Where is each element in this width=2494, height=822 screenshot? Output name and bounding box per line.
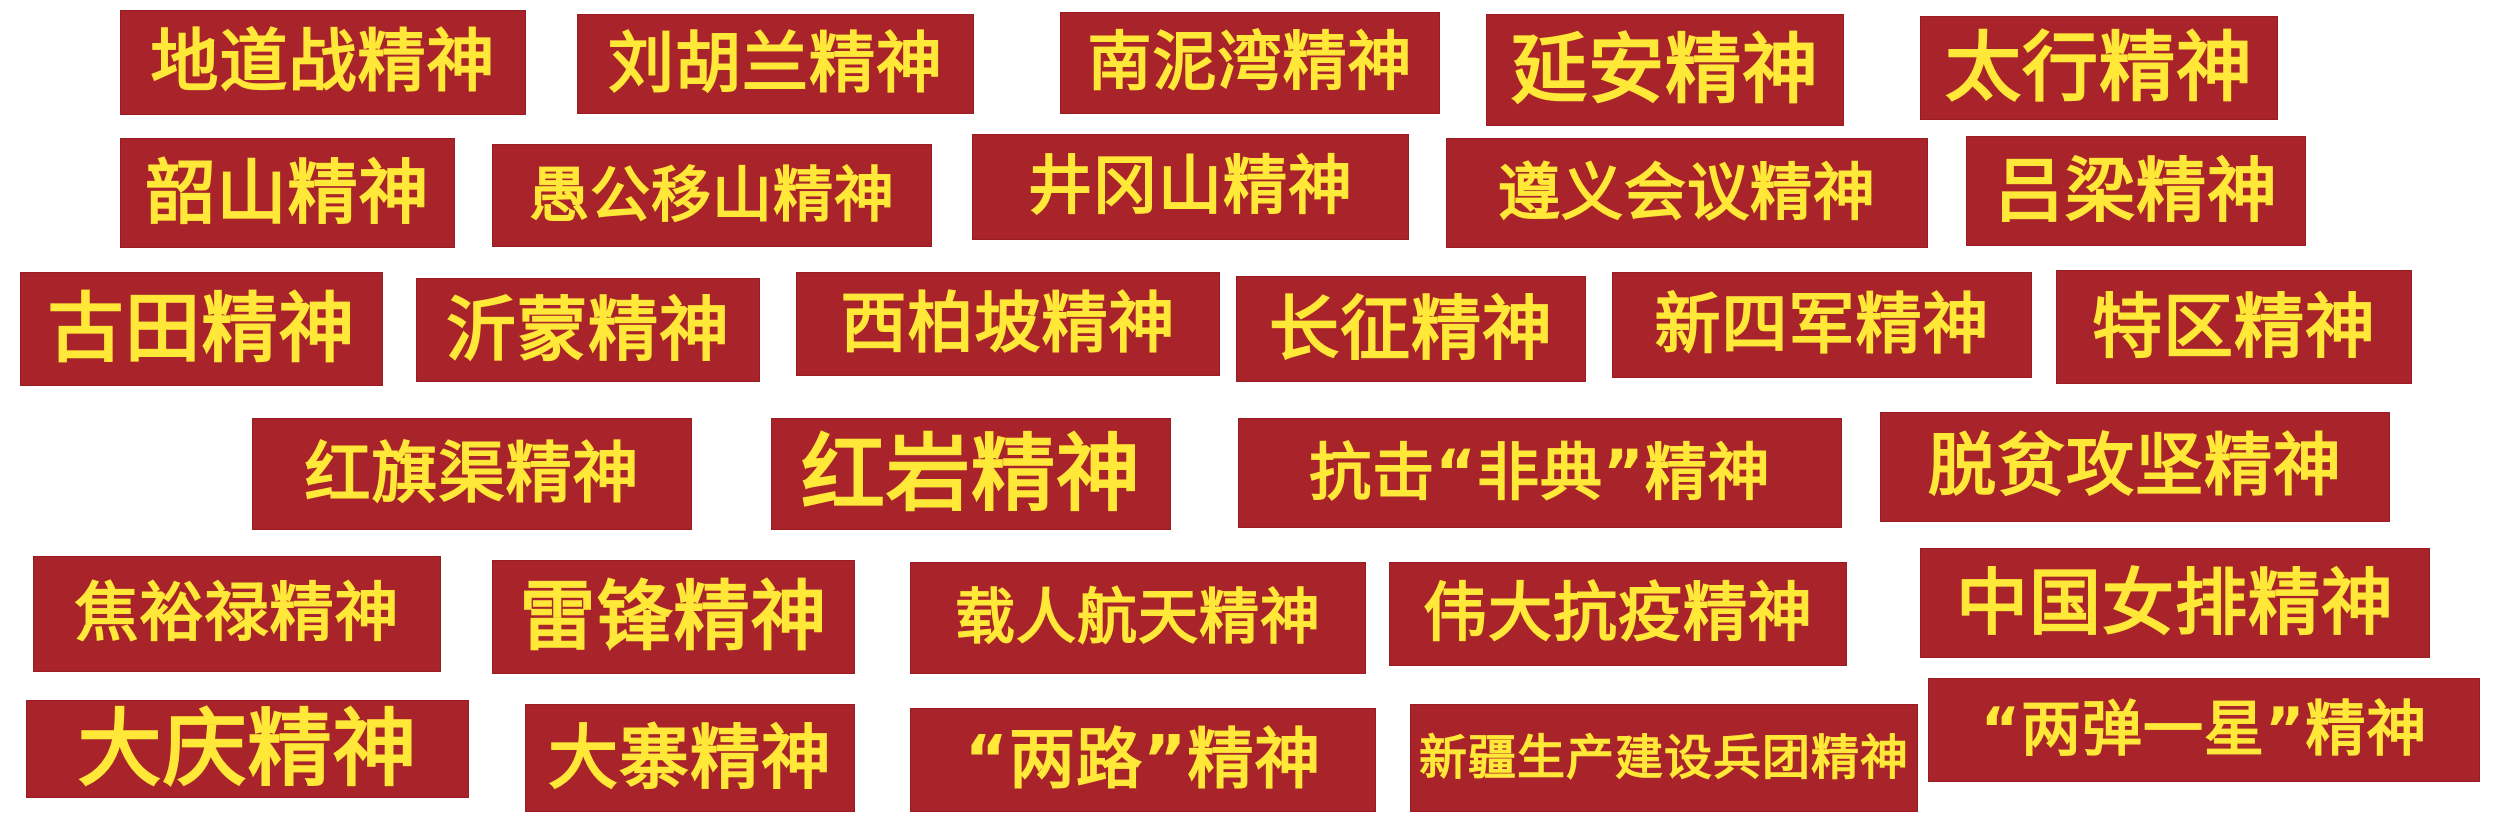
banner-xibaipo: 西柏坡精神	[796, 272, 1220, 376]
banner-changzheng: 长征精神	[1236, 276, 1586, 382]
banner-tuopin-gongjian: 脱贫攻坚精神	[1880, 412, 2390, 522]
banner-xinsijun: 新四军精神	[1612, 272, 2032, 378]
banner-nvpai: 中国女排精神	[1920, 548, 2430, 658]
banner-dazhai: 大寨精神	[525, 704, 855, 812]
banner-lianglu: “两路”精神	[910, 708, 1376, 812]
banner-yanan: 延安精神	[1486, 14, 1844, 126]
banner-liangdan-yixing: “两弹一星”精神	[1928, 678, 2480, 782]
banner-jiaoyulu: 焦裕禄精神	[33, 556, 441, 672]
banner-zairen-hangtian: 载人航天精神	[910, 562, 1366, 674]
banner-liuhulan: 刘胡兰精神	[577, 14, 974, 114]
banner-shaoshan: 韶山精神	[120, 138, 455, 248]
banner-yimeng: 沂蒙精神	[416, 278, 760, 382]
banner-hongyan: 红岩精神	[771, 418, 1171, 530]
banner-lvliang: 吕梁精神	[1966, 136, 2306, 246]
banner-taihang: 太行精神	[1920, 16, 2278, 120]
banner-nanniwan: 南泥湾精神	[1060, 12, 1440, 114]
banner-tequ: 特区精神	[2056, 270, 2412, 384]
banner-bingtuan: 新疆生产建设兵团精神	[1410, 704, 1918, 812]
banner-daqing: 大庆精神	[26, 700, 469, 798]
banner-jinggangshan: 井冈山精神	[972, 134, 1409, 240]
banner-hongqiqu: 红旗渠精神	[252, 418, 692, 530]
banner-zunyi: 遵义会议精神	[1446, 138, 1928, 248]
banner-didaozhan: 地道战精神	[120, 10, 526, 115]
banner-gutian: 古田精神	[20, 272, 383, 386]
banner-kangyi: 伟大抗疫精神	[1389, 562, 1847, 666]
banner-leifeng: 雷锋精神	[492, 560, 855, 674]
banner-kangji-feidian: 抗击“非典”精神	[1238, 418, 1842, 528]
banner-yugong: 愚公移山精神	[492, 144, 932, 247]
